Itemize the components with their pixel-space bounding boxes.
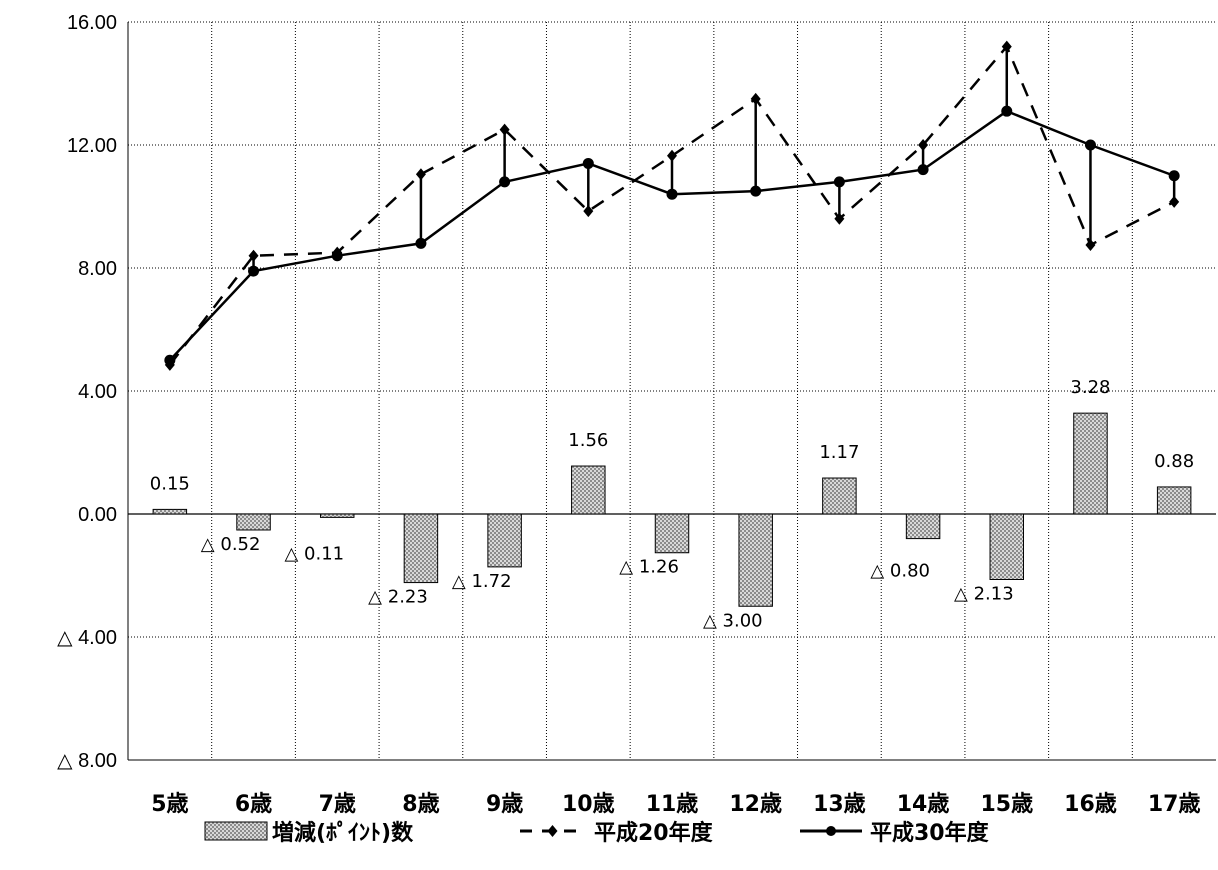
y-tick-label: 16.00: [67, 12, 117, 34]
marker-h20: [499, 123, 510, 136]
marker-h30: [1168, 170, 1180, 182]
marker-h30: [248, 265, 260, 277]
y-tick-label: 12.00: [67, 135, 117, 157]
marker-h30: [750, 185, 762, 197]
marker-h30: [917, 164, 929, 176]
marker-h20: [834, 212, 845, 225]
marker-h30: [331, 250, 343, 262]
y-tick-label: 8.00: [78, 258, 117, 280]
y-tick-labels: 16.00 12.00 8.00 4.00 0.00 △ 4.00 △ 8.00: [57, 12, 117, 772]
bar: [1073, 412, 1108, 515]
legend-swatch-bars: [204, 821, 268, 841]
marker-h30: [499, 176, 511, 188]
data-label: △ 2.13: [954, 583, 1014, 604]
data-label: △ 3.00: [703, 610, 763, 631]
bar: [571, 465, 606, 515]
bar: [989, 513, 1025, 580]
x-tick-label: 14歳: [897, 792, 950, 817]
legend-marker-h30: [826, 826, 836, 836]
x-tick-label: 7歳: [319, 792, 356, 817]
bar: [152, 508, 188, 515]
marker-h20: [1001, 40, 1012, 53]
x-tick-labels: 5歳 6歳 7歳 8歳 9歳 10歳 11歳 12歳 13歳 14歳 15歳 16歳 17歳: [151, 792, 1200, 817]
x-tick-label: 15歳: [980, 792, 1033, 817]
marker-h20: [415, 168, 426, 181]
data-label: 3.28: [1070, 377, 1110, 398]
marker-h20: [248, 249, 259, 262]
series-line-h20: [168, 44, 1175, 366]
marker-h30: [415, 237, 427, 249]
data-label: △ 0.80: [870, 561, 930, 582]
x-tick-label: 17歳: [1148, 792, 1201, 817]
series-line-h30: [168, 109, 1175, 362]
data-label: 1.17: [819, 442, 859, 463]
x-tick-label: 11歳: [646, 792, 699, 817]
marker-h30: [582, 157, 594, 169]
high-low-lines: [168, 46, 1176, 365]
gridlines: [128, 21, 1216, 760]
marker-h30: [1001, 105, 1013, 117]
x-tick-label: 10歳: [562, 792, 615, 817]
legend-label-h20: 平成20年度: [594, 820, 714, 846]
data-label: △ 2.23: [368, 587, 428, 608]
series-lines: [168, 44, 1175, 366]
bar: [319, 513, 355, 518]
y-tick-label: △ 8.00: [57, 750, 117, 772]
data-label: 1.56: [568, 430, 608, 451]
marker-h30: [1084, 139, 1096, 151]
data-label: 0.88: [1154, 451, 1194, 472]
x-tick-label: 8歳: [402, 792, 439, 817]
marker-h20: [1169, 195, 1180, 208]
bar: [905, 513, 941, 540]
data-label: △ 0.52: [201, 534, 261, 555]
marker-h30: [666, 188, 678, 200]
marker-h20: [1085, 238, 1096, 251]
y-tick-label: 0.00: [78, 504, 117, 526]
x-tick-label: 9歳: [486, 792, 523, 817]
y-tick-label: △ 4.00: [57, 627, 117, 649]
x-tick-label: 5歳: [151, 792, 188, 817]
x-tick-label: 6歳: [235, 792, 272, 817]
data-label: △ 1.26: [619, 557, 679, 578]
data-labels: 0.15 △ 0.52 △ 0.11 △ 2.23 △ 1.72 1.56 △ 1.26 △ …: [150, 377, 1194, 631]
legend-label-h30: 平成30年度: [870, 820, 990, 846]
bar: [1156, 486, 1192, 515]
bar: [487, 513, 522, 568]
x-tick-label: 13歳: [813, 792, 866, 817]
bar: [822, 477, 857, 515]
x-tick-label: 12歳: [729, 792, 782, 817]
marker-h20: [918, 139, 929, 151]
data-label: △ 0.11: [284, 543, 344, 564]
marker-h30: [833, 176, 845, 188]
bar: [738, 513, 773, 607]
x-tick-label: 16歳: [1064, 792, 1117, 817]
legend: 増減(ﾎﾟｲﾝﾄ)数 平成20年度 平成30年度: [204, 820, 990, 846]
markers: [164, 40, 1180, 371]
bars: [152, 412, 1192, 607]
bar: [403, 513, 439, 584]
legend-label-bars: 増減(ﾎﾟｲﾝﾄ)数: [272, 820, 414, 846]
marker-h20: [583, 205, 594, 218]
marker-h30: [164, 354, 176, 366]
marker-h20: [667, 149, 677, 162]
data-label: △ 1.72: [452, 571, 512, 592]
y-tick-label: 4.00: [78, 381, 117, 403]
bar: [654, 513, 690, 554]
legend-marker-h20: [547, 825, 558, 837]
data-label: 0.15: [150, 473, 190, 494]
bar: [236, 513, 271, 531]
marker-h20: [750, 92, 761, 105]
